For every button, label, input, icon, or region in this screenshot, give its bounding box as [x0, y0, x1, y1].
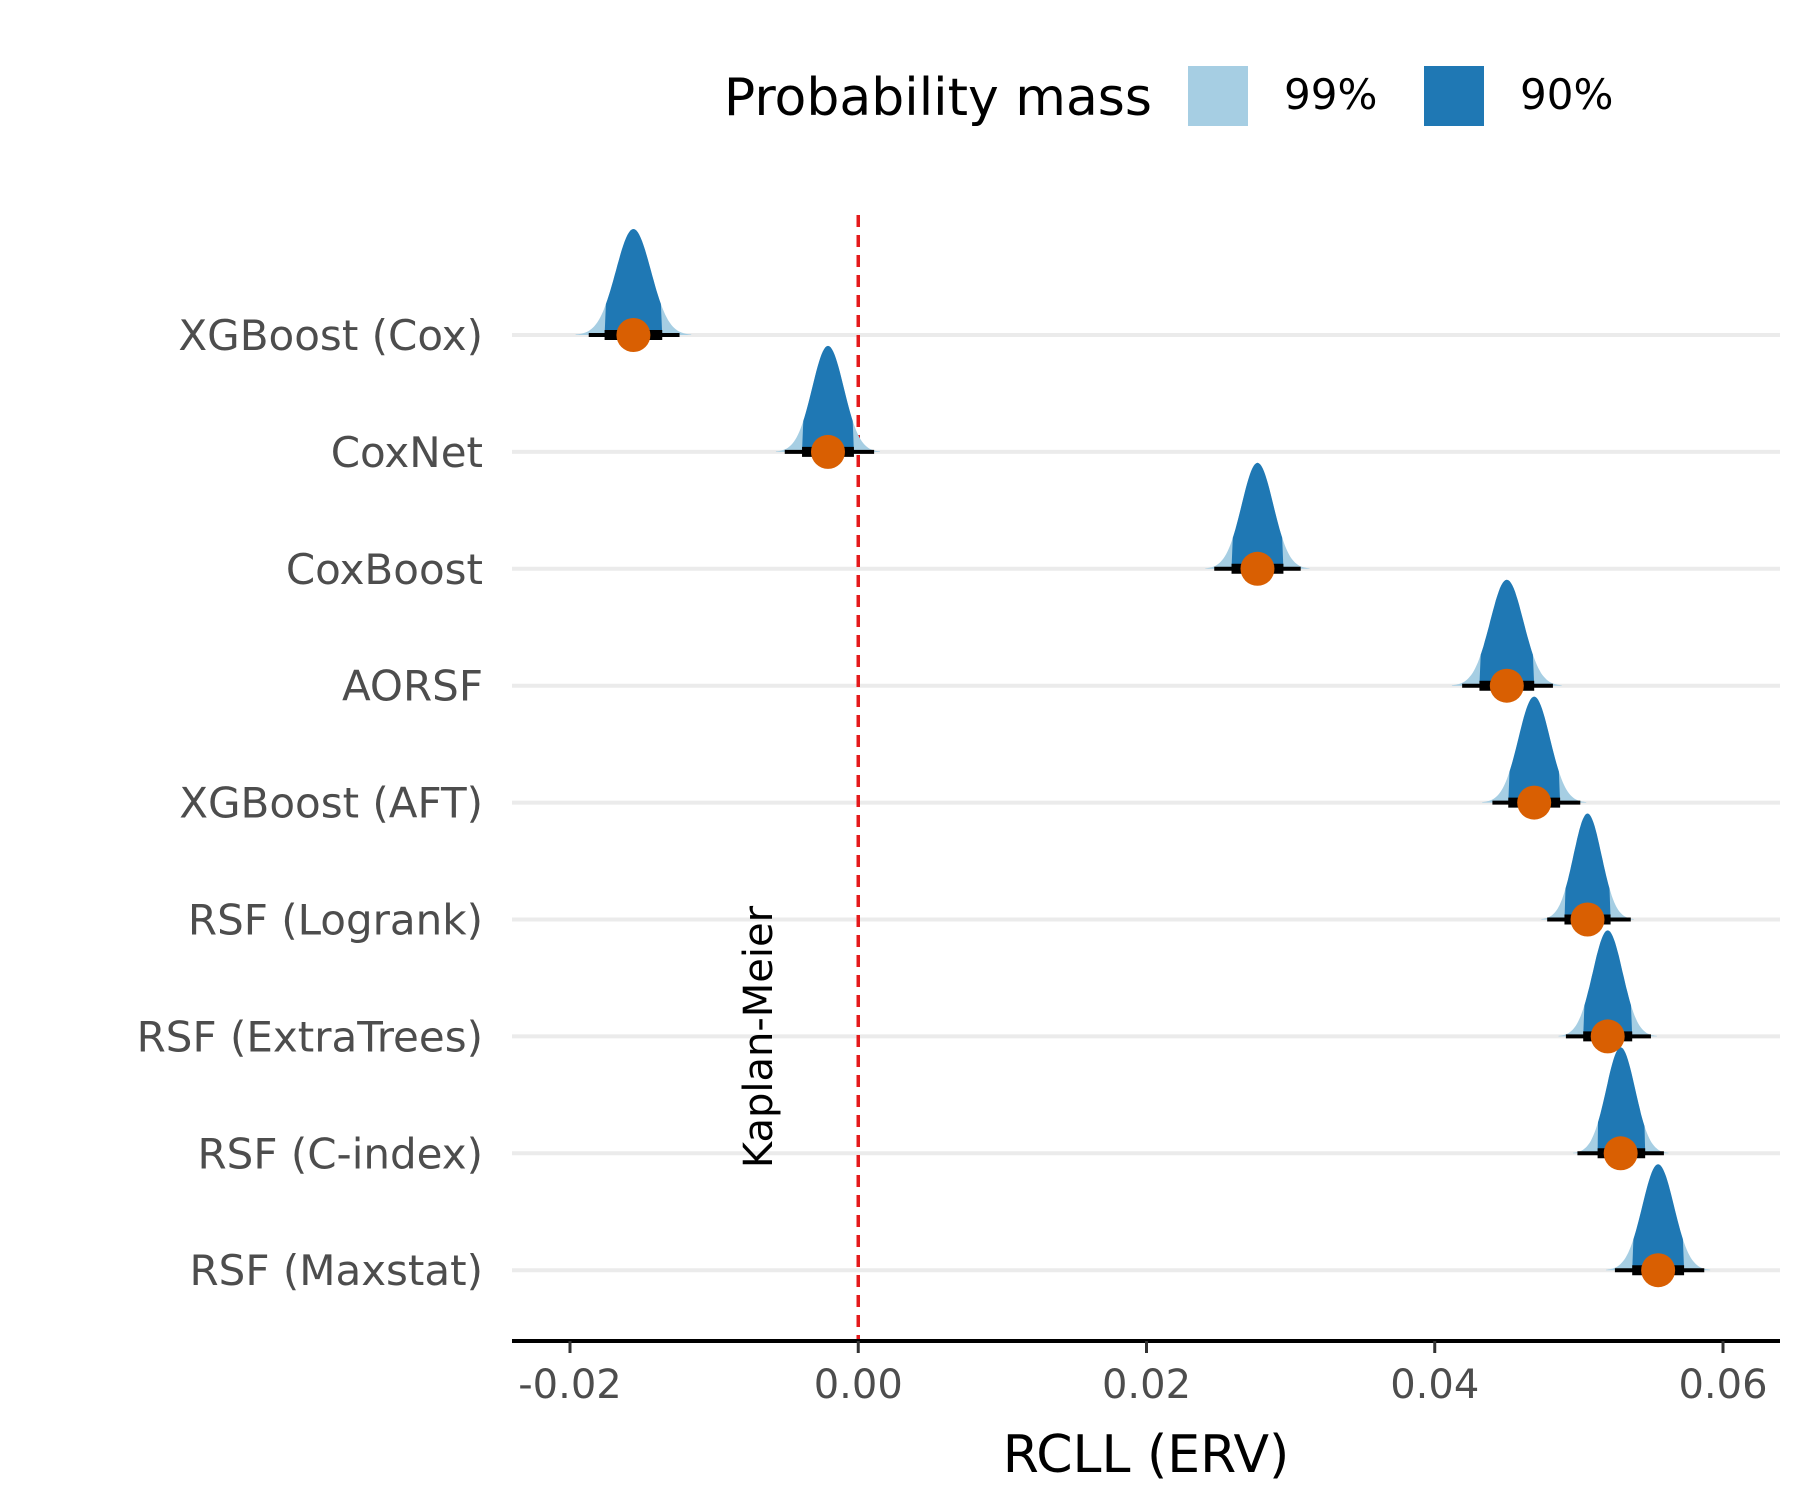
- x-tick-label-0: -0.02: [518, 1362, 622, 1408]
- density-90-rsf-logrank: [1564, 813, 1611, 920]
- point-rsf-extratrees: [1590, 1019, 1625, 1054]
- density-90-rsf-maxstat: [1632, 1164, 1685, 1271]
- x-tick-label-1: 0.00: [814, 1362, 903, 1408]
- point-aorsf: [1489, 668, 1524, 703]
- density-90-xgboost-cox: [604, 229, 663, 335]
- x-tick-label-3: 0.04: [1390, 1362, 1479, 1408]
- point-xgboost-cox: [616, 318, 651, 352]
- model-label-rsf-maxstat: RSF (Maxstat): [189, 1246, 483, 1295]
- model-label-xgboost-aft: XGBoost (AFT): [179, 779, 483, 828]
- x-axis: -0.02 0.00 0.02 0.04 0.06: [512, 1339, 1780, 1408]
- density-90-rsf-c-index: [1597, 1047, 1646, 1154]
- legend-label-99: 99%: [1284, 70, 1377, 119]
- density-90-coxnet: [802, 345, 854, 452]
- density-90-rsf-extratrees: [1583, 930, 1633, 1037]
- model-labels: XGBoost (Cox) CoxNet CoxBoost AORSF XGBoost …: [137, 311, 483, 1295]
- point-rsf-logrank: [1570, 902, 1605, 937]
- model-label-coxnet: CoxNet: [331, 428, 483, 477]
- model-label-coxboost: CoxBoost: [286, 545, 483, 594]
- density-90-xgboost-aft: [1508, 696, 1561, 803]
- model-label-rsf-logrank: RSF (Logrank): [188, 896, 483, 945]
- credible-intervals: [588, 318, 1705, 1288]
- model-label-rsf-extratrees: RSF (ExtraTrees): [137, 1012, 483, 1061]
- legend-swatch-99: [1188, 66, 1248, 126]
- x-tick-label-4: 0.06: [1678, 1362, 1767, 1408]
- kaplan-meier-reference: Kaplan-Meier: [736, 215, 860, 1341]
- point-rsf-maxstat: [1641, 1253, 1676, 1288]
- legend-swatch-90: [1424, 66, 1484, 126]
- reference-line-label: Kaplan-Meier: [736, 905, 782, 1168]
- x-tick-label-2: 0.02: [1102, 1362, 1191, 1408]
- posterior-densities: [575, 229, 1711, 1271]
- point-coxnet: [810, 434, 845, 469]
- density-90-aorsf: [1479, 579, 1535, 686]
- x-axis-title: RCLL (ERV): [1003, 1425, 1290, 1485]
- model-label-xgboost-cox: XGBoost (Cox): [178, 311, 483, 360]
- point-coxboost: [1240, 551, 1275, 586]
- point-rsf-c-index: [1603, 1136, 1638, 1171]
- legend-label-90: 90%: [1520, 70, 1613, 119]
- legend: Probability mass 99% 90%: [724, 66, 1613, 128]
- model-label-aorsf: AORSF: [342, 662, 483, 711]
- legend-title: Probability mass: [724, 68, 1152, 128]
- gridlines: [512, 333, 1780, 1273]
- density-90-coxboost: [1231, 462, 1284, 569]
- point-xgboost-aft: [1517, 785, 1552, 820]
- model-label-rsf-c-index: RSF (C-index): [197, 1129, 483, 1178]
